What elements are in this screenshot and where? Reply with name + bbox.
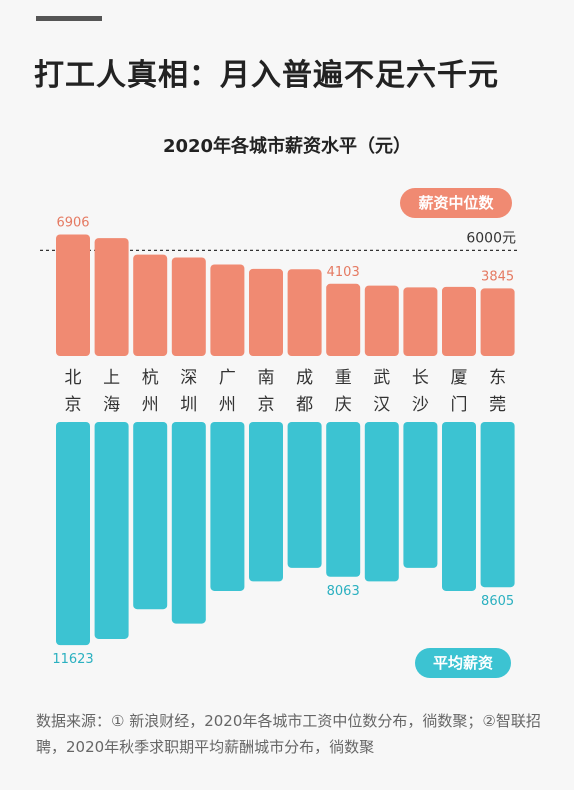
page-headline: 打工人真相：月入普遍不足六千元 [34, 58, 499, 93]
median-value-label-0: 6906 [56, 215, 89, 230]
median-bar-5 [249, 268, 283, 356]
average-bar-8 [364, 422, 399, 582]
city-label-top-11: 东 [489, 368, 506, 388]
average-value-label-11: 8605 [481, 594, 514, 609]
average-bar-3 [171, 422, 206, 624]
city-label-bottom-4: 州 [219, 395, 236, 415]
city-label-bottom-9: 沙 [412, 395, 429, 415]
city-label-bottom-11: 莞 [489, 395, 506, 415]
average-bar-9 [403, 422, 438, 568]
city-label-bottom-3: 圳 [180, 395, 197, 415]
average-bar-1 [94, 422, 129, 639]
median-bar-11 [480, 288, 515, 356]
median-bar-9 [403, 287, 438, 356]
reference-line-label: 6000元 [466, 230, 516, 246]
city-label-bottom-0: 京 [65, 395, 82, 415]
city-label-top-6: 成 [296, 368, 313, 388]
legend-median-badge: 薪资中位数 [400, 188, 512, 218]
city-label-top-1: 上 [103, 368, 120, 388]
average-bar-6 [287, 422, 322, 568]
average-value-label-7: 8063 [327, 584, 360, 599]
city-label-top-8: 武 [373, 368, 390, 388]
median-bar-6 [287, 269, 322, 356]
city-label-top-0: 北 [65, 368, 82, 388]
median-value-label-7: 4103 [327, 265, 360, 280]
city-label-top-7: 重 [335, 368, 352, 388]
city-label-bottom-6: 都 [296, 395, 313, 415]
city-label-bottom-7: 庆 [335, 395, 352, 415]
city-label-bottom-1: 海 [103, 395, 120, 415]
city-label-top-4: 广 [219, 368, 236, 388]
city-label-top-9: 长 [412, 368, 429, 388]
median-bar-2 [133, 254, 168, 356]
median-bar-0 [56, 234, 90, 356]
average-bar-2 [133, 422, 168, 610]
median-bar-1 [94, 238, 129, 356]
city-label-bottom-5: 京 [258, 395, 275, 415]
legend-average-badge: 平均薪资 [415, 648, 511, 678]
median-value-label-11: 3845 [481, 269, 514, 284]
median-bar-3 [171, 257, 206, 356]
city-label-top-2: 杭 [142, 368, 159, 388]
data-source-note: 数据来源：① 新浪财经，2020年各城市工资中位数分布，徜数聚；②智联招聘，20… [36, 712, 541, 756]
average-bar-10 [442, 422, 476, 591]
average-bar-11 [480, 422, 515, 588]
average-bar-7 [326, 422, 361, 577]
average-bar-4 [210, 422, 245, 591]
average-bar-5 [249, 422, 283, 582]
chart-title: 2020年各城市薪资水平（元） [162, 136, 412, 157]
top-accent-bar [36, 16, 102, 21]
median-bar-10 [442, 286, 476, 356]
city-label-top-5: 南 [258, 368, 275, 388]
city-label-top-3: 深 [180, 368, 197, 388]
average-bar-0 [56, 422, 90, 646]
city-label-top-10: 厦 [451, 368, 468, 388]
median-bar-7 [326, 283, 361, 356]
city-label-bottom-10: 门 [451, 395, 468, 415]
median-bar-4 [210, 264, 245, 356]
city-label-bottom-2: 州 [142, 395, 159, 415]
city-label-bottom-8: 汉 [373, 395, 390, 415]
median-bar-8 [364, 285, 399, 356]
average-value-label-0: 11623 [52, 652, 93, 667]
